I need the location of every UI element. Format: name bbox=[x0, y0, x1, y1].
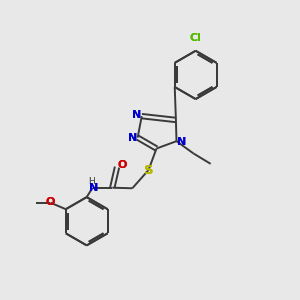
Text: O: O bbox=[118, 160, 127, 170]
Text: H: H bbox=[88, 177, 95, 186]
Text: N: N bbox=[132, 110, 141, 120]
Text: S: S bbox=[144, 164, 153, 176]
Text: O: O bbox=[118, 160, 127, 170]
Text: N: N bbox=[177, 137, 186, 147]
Text: Cl: Cl bbox=[190, 33, 202, 43]
Text: N: N bbox=[89, 183, 99, 193]
Text: N: N bbox=[128, 133, 137, 142]
Text: O: O bbox=[45, 196, 55, 206]
Text: N: N bbox=[177, 137, 186, 147]
Text: Cl: Cl bbox=[190, 33, 202, 43]
Text: N: N bbox=[128, 133, 137, 142]
Text: S: S bbox=[144, 164, 153, 176]
Text: H: H bbox=[88, 177, 95, 186]
Text: O: O bbox=[45, 196, 55, 206]
Text: N: N bbox=[89, 183, 99, 193]
Text: N: N bbox=[132, 110, 141, 120]
